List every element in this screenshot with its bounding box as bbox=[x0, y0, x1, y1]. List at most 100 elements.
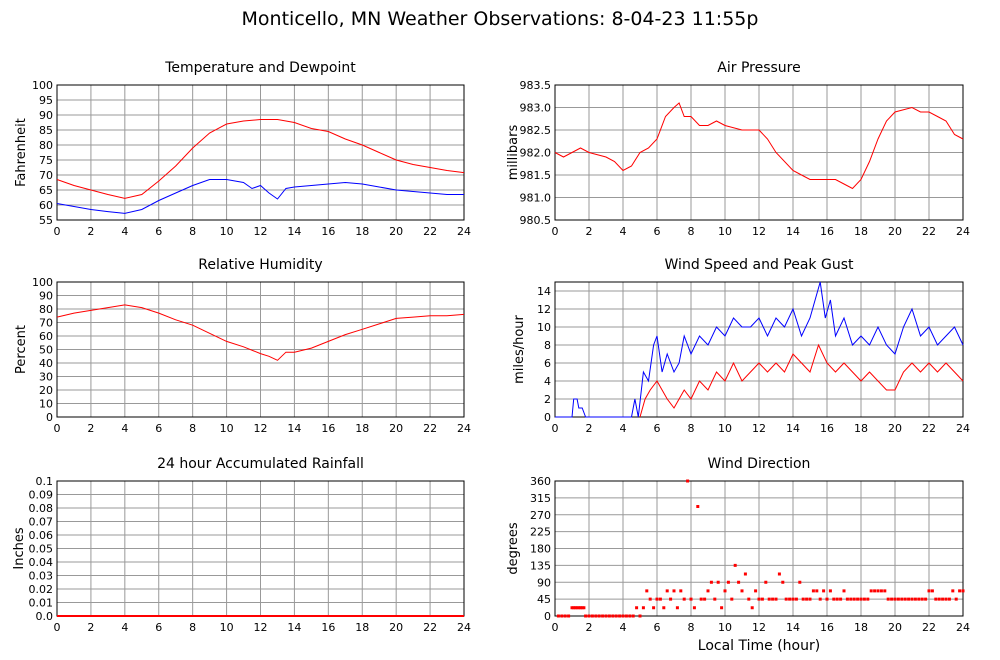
wind-ylabel: miles/hour bbox=[512, 314, 527, 383]
temp-xtick-label: 6 bbox=[155, 225, 162, 238]
direction-point bbox=[808, 597, 812, 601]
direction-point bbox=[645, 589, 649, 593]
pressure-xtick-label: 12 bbox=[752, 225, 766, 238]
pressure-xtick-label: 2 bbox=[586, 225, 593, 238]
direction-point bbox=[920, 597, 924, 601]
rain-xtick-label: 22 bbox=[423, 621, 437, 634]
humidity-ytick-label: 90 bbox=[39, 290, 53, 303]
direction-point bbox=[590, 614, 594, 618]
direction-point bbox=[594, 614, 598, 618]
wind-xtick-label: 6 bbox=[654, 422, 661, 435]
rain-ylabel: Inches bbox=[12, 527, 27, 569]
pressure-xtick-label: 4 bbox=[620, 225, 627, 238]
humidity-frame bbox=[56, 281, 465, 418]
wind-xtick-label: 0 bbox=[552, 422, 559, 435]
direction-point bbox=[572, 606, 576, 610]
direction-point bbox=[624, 614, 628, 618]
temp-ytick-label: 85 bbox=[39, 124, 53, 137]
temp-xtick-label: 4 bbox=[121, 225, 128, 238]
direction-point bbox=[648, 597, 652, 601]
direction-point bbox=[801, 597, 805, 601]
temp-xtick-label: 18 bbox=[355, 225, 369, 238]
direction-ytick-label: 225 bbox=[530, 526, 551, 539]
wind-ytick-label: 14 bbox=[537, 285, 551, 298]
humidity-xtick-label: 6 bbox=[155, 422, 162, 435]
direction-point bbox=[818, 597, 822, 601]
direction-ytick-label: 90 bbox=[537, 576, 551, 589]
direction-point bbox=[900, 597, 904, 601]
pressure-xtick-label: 16 bbox=[820, 225, 834, 238]
temp-ytick-label: 100 bbox=[32, 79, 53, 92]
direction-point bbox=[845, 597, 849, 601]
direction-xtick-label: 4 bbox=[620, 621, 627, 634]
wind-series-line-0 bbox=[555, 281, 964, 418]
direction-point bbox=[720, 606, 724, 610]
direction-point bbox=[567, 614, 571, 618]
direction-point bbox=[907, 597, 911, 601]
direction-point bbox=[771, 597, 775, 601]
wind-xtick-label: 16 bbox=[820, 422, 834, 435]
direction-ytick-label: 360 bbox=[530, 475, 551, 488]
direction-point bbox=[716, 580, 720, 584]
direction-point bbox=[774, 597, 778, 601]
pressure-title: Air Pressure bbox=[717, 60, 800, 76]
direction-point bbox=[886, 597, 890, 601]
humidity-ytick-label: 10 bbox=[39, 398, 53, 411]
direction-xlabel: Local Time (hour) bbox=[698, 638, 820, 654]
rain-xtick-label: 18 bbox=[355, 621, 369, 634]
direction-point bbox=[614, 614, 618, 618]
pressure-ytick-label: 983.5 bbox=[520, 79, 552, 92]
humidity-ytick-label: 80 bbox=[39, 303, 53, 316]
wind-ytick-label: 8 bbox=[544, 339, 551, 352]
direction-point bbox=[579, 606, 582, 610]
direction-point bbox=[954, 597, 958, 601]
wind-xtick-label: 4 bbox=[620, 422, 627, 435]
rain-xtick-label: 10 bbox=[220, 621, 234, 634]
direction-xtick-label: 14 bbox=[786, 621, 800, 634]
direction-point bbox=[575, 606, 579, 610]
direction-point bbox=[723, 589, 727, 593]
direction-point bbox=[781, 580, 785, 584]
direction-point bbox=[628, 614, 632, 618]
direction-point bbox=[563, 614, 567, 618]
temp-ytick-label: 80 bbox=[39, 139, 53, 152]
rain-ytick-label: 0.02 bbox=[29, 583, 54, 596]
direction-point bbox=[862, 597, 866, 601]
temp-xtick-label: 22 bbox=[423, 225, 437, 238]
direction-point bbox=[961, 589, 965, 593]
pressure-ylabel: millibars bbox=[506, 125, 521, 181]
wind-xtick-label: 10 bbox=[718, 422, 732, 435]
direction-point bbox=[866, 597, 870, 601]
direction-point bbox=[682, 597, 686, 601]
page-title: Monticello, MN Weather Observations: 8-0… bbox=[241, 8, 759, 30]
direction-point bbox=[917, 597, 921, 601]
humidity-ytick-label: 50 bbox=[39, 344, 53, 357]
direction-point bbox=[873, 589, 877, 593]
wind-xtick-label: 2 bbox=[586, 422, 593, 435]
direction-point bbox=[927, 589, 931, 593]
rain-ytick-label: 0.08 bbox=[29, 502, 54, 515]
temp-title: Temperature and Dewpoint bbox=[164, 60, 356, 76]
direction-point bbox=[607, 614, 611, 618]
direction-point bbox=[570, 606, 574, 610]
direction-point bbox=[764, 580, 768, 584]
rain-title: 24 hour Accumulated Rainfall bbox=[157, 456, 364, 472]
temp-frame bbox=[56, 84, 465, 221]
direction-point bbox=[675, 606, 679, 610]
direction-point bbox=[689, 597, 693, 601]
direction-point bbox=[597, 614, 601, 618]
humidity-ytick-label: 100 bbox=[32, 276, 53, 289]
direction-point bbox=[665, 589, 669, 593]
direction-point bbox=[740, 589, 744, 593]
rain-xtick-label: 6 bbox=[155, 621, 162, 634]
direction-point bbox=[811, 589, 815, 593]
direction-xtick-label: 0 bbox=[552, 621, 559, 634]
pressure-ytick-label: 981.5 bbox=[520, 169, 552, 182]
direction-point bbox=[726, 580, 730, 584]
direction-point bbox=[784, 597, 788, 601]
direction-point bbox=[934, 597, 938, 601]
pressure-xtick-label: 8 bbox=[688, 225, 695, 238]
wind-ytick-label: 6 bbox=[544, 357, 551, 370]
direction-point bbox=[584, 614, 588, 618]
